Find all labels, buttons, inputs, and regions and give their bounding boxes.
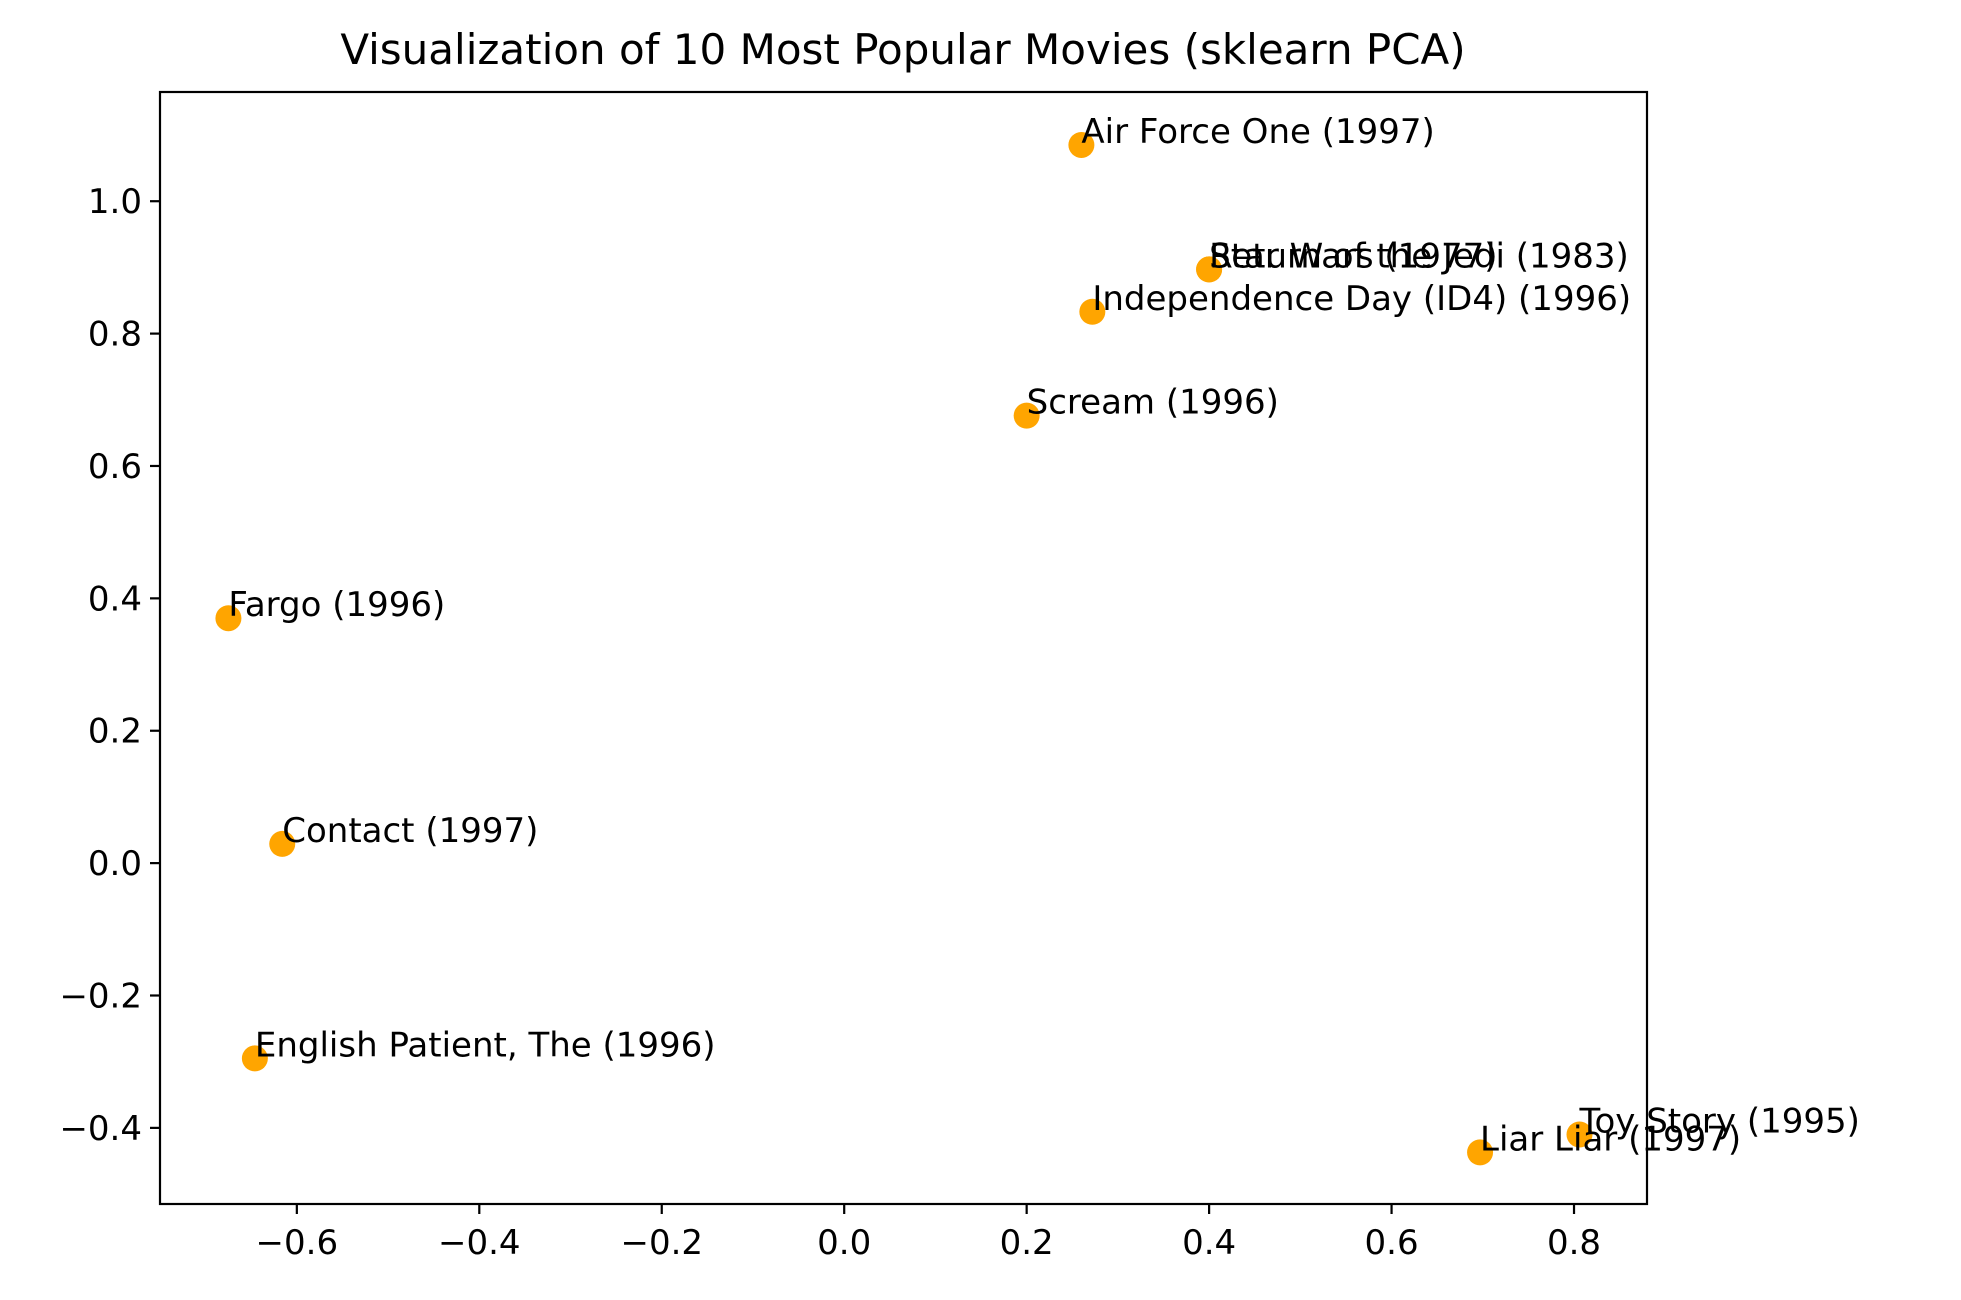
y-axis: −0.4 −0.2 0.0 0.2 0.4 0.6 0.8 1.0 — [59, 182, 160, 1149]
data-point — [1566, 1121, 1593, 1148]
data-point — [1079, 298, 1106, 325]
data-point-label: English Patient, The (1996) — [255, 1025, 716, 1065]
data-point — [1068, 131, 1095, 158]
data-point — [241, 1045, 268, 1072]
y-tick-label: 1.0 — [88, 182, 142, 222]
data-point — [215, 605, 242, 632]
y-tick-label: −0.4 — [59, 1109, 142, 1149]
y-tick-label: −0.2 — [59, 977, 142, 1017]
data-point-label: Independence Day (ID4) (1996) — [1092, 279, 1631, 319]
data-point — [1467, 1139, 1494, 1166]
x-tick-label: 0.2 — [1000, 1223, 1054, 1263]
x-tick-label: −0.4 — [438, 1223, 521, 1263]
point-labels: Air Force One (1997) Star Wars (1977)Retu… — [228, 112, 1859, 1159]
x-tick-label: 0.6 — [1365, 1223, 1419, 1263]
x-tick-label: −0.2 — [620, 1223, 703, 1263]
data-point-label: Fargo (1996) — [228, 585, 445, 625]
data-point-label: Return of the Jedi (1983) — [1209, 236, 1629, 276]
data-point-label: Air Force One (1997) — [1081, 112, 1434, 152]
data-point-label: Scream (1996) — [1027, 383, 1279, 423]
data-point-label: Liar Liar (1997) — [1480, 1119, 1741, 1159]
y-tick-label: 0.8 — [88, 315, 142, 355]
x-axis: −0.6 −0.4 −0.2 0.0 0.2 0.4 0.6 0.8 — [256, 1204, 1601, 1263]
x-tick-label: 0.4 — [1182, 1223, 1236, 1263]
data-point-label: Contact (1997) — [282, 811, 538, 851]
y-tick-label: 0.0 — [88, 844, 142, 884]
data-points — [215, 131, 1593, 1166]
x-tick-label: 0.0 — [817, 1223, 871, 1263]
y-tick-label: 0.4 — [88, 579, 142, 619]
data-point — [1196, 256, 1223, 283]
plot-area — [158, 90, 1649, 1206]
data-point — [269, 830, 296, 857]
chart-title: Visualization of 10 Most Popular Movies … — [340, 25, 1465, 74]
y-tick-label: 0.6 — [88, 447, 142, 487]
y-tick-label: 0.2 — [88, 712, 142, 752]
x-tick-label: −0.6 — [256, 1223, 339, 1263]
data-point-label: Star Wars (1977) — [1209, 236, 1497, 276]
x-tick-label: 0.8 — [1547, 1223, 1601, 1263]
data-point — [1013, 402, 1040, 429]
data-point-label: Toy Story (1995) — [1578, 1102, 1859, 1142]
